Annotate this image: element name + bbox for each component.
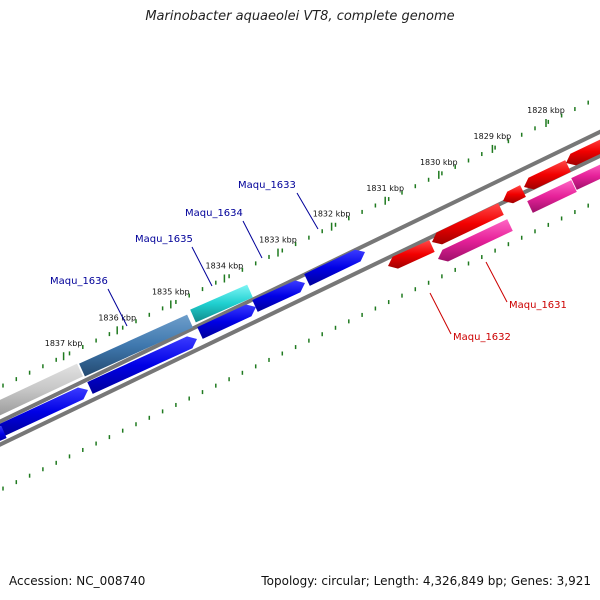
gene-label: Maqu_1636 <box>50 276 108 287</box>
gene-label: Maqu_1634 <box>185 208 243 219</box>
kbp-tick-track-inner <box>2 203 589 491</box>
gene-feature-pink <box>571 164 600 190</box>
kbp-label: 1831 kbp <box>366 184 404 193</box>
backbone-line-outer <box>0 129 600 424</box>
gene-label-leaders <box>107 192 508 335</box>
gene-label: Maqu_1635 <box>135 234 193 245</box>
kbp-label: 1835 kbp <box>152 287 190 296</box>
gene-label-leader <box>242 220 263 259</box>
gene-features <box>0 139 600 441</box>
gene-feature-red <box>432 203 504 245</box>
gene-label-leader <box>107 288 128 327</box>
gene-feature-red <box>388 240 435 269</box>
gene-feature-steel <box>79 314 193 377</box>
kbp-label: 1832 kbp <box>313 210 351 219</box>
gene-feature-blue <box>197 304 256 339</box>
gene-label-leader <box>191 246 213 287</box>
accession-text: Accession: NC_008740 <box>9 574 146 588</box>
kbp-tick-labels: 1828 kbp 1829 kbp 1830 kbp 1831 kbp 1832 kbp… <box>45 106 565 348</box>
map-title: Marinobacter aquaeolei VT8, complete gen… <box>145 9 455 24</box>
gene-feature-blue <box>0 426 7 441</box>
gene-feature-pink <box>527 180 577 213</box>
gene-feature-gray <box>0 363 83 416</box>
gene-label-leader <box>429 292 452 335</box>
gene-feature-red <box>566 139 600 166</box>
gene-label: Maqu_1633 <box>238 180 296 191</box>
gene-label-texts: Maqu_1633 Maqu_1634 Maqu_1635 Maqu_1636 Maqu… <box>50 180 567 343</box>
kbp-label: 1834 kbp <box>206 262 244 271</box>
kbp-label: 1836 kbp <box>98 313 136 322</box>
gene-feature-cyan <box>190 284 253 323</box>
gene-feature-red <box>524 160 571 190</box>
kbp-label: 1830 kbp <box>420 158 458 167</box>
gene-feature-blue <box>252 280 305 312</box>
gene-label: Maqu_1632 <box>453 332 511 343</box>
genome-summary-text: Topology: circular; Length: 4,326,849 bp… <box>261 574 591 588</box>
gene-feature-blue <box>0 387 88 436</box>
kbp-label: 1828 kbp <box>527 106 565 115</box>
kbp-label: 1837 kbp <box>45 339 83 348</box>
gene-feature-pink <box>438 219 513 262</box>
kbp-tick-track-outer <box>2 100 589 388</box>
gene-label-leader <box>296 192 319 230</box>
gene-feature-red <box>503 185 526 204</box>
gene-feature-blue <box>87 336 197 394</box>
gene-label: Maqu_1631 <box>509 300 567 311</box>
kbp-label: 1833 kbp <box>259 236 297 245</box>
gene-label-leader <box>485 261 508 303</box>
kbp-label: 1829 kbp <box>474 132 512 141</box>
gene-feature-blue <box>304 249 365 286</box>
